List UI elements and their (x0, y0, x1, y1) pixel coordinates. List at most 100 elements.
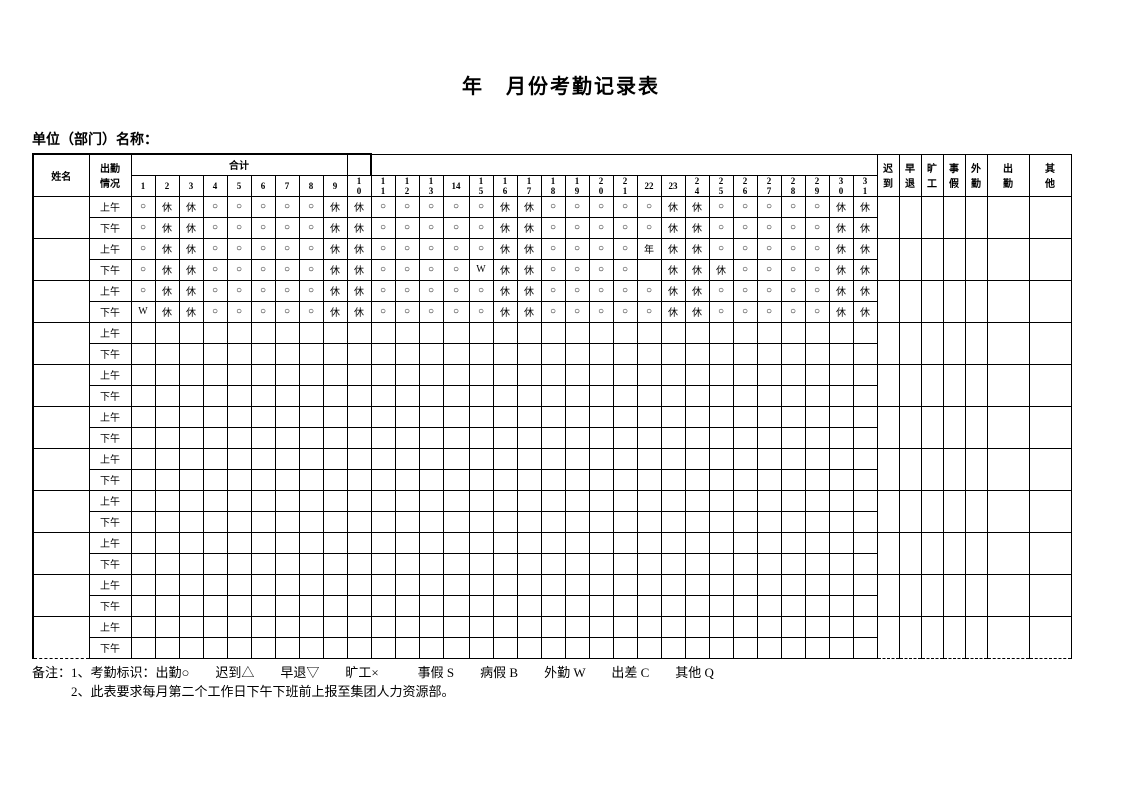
cell-5-pm-13 (419, 427, 443, 448)
cell-9-pm-24 (685, 595, 709, 616)
cell-0-pm-19: ○ (565, 217, 589, 238)
header-day-24: 24 (685, 175, 709, 196)
cell-2-pm-24: 休 (685, 301, 709, 322)
cell-5-pm-25 (709, 427, 733, 448)
cell-2-pm-1: W (131, 301, 155, 322)
cell-4-am-2 (155, 364, 179, 385)
cell-4-pm-5 (227, 385, 251, 406)
cell-1-pm-6: ○ (251, 259, 275, 280)
cell-6-am-16 (493, 448, 517, 469)
cell-4-pm-3 (179, 385, 203, 406)
summary-6-5 (987, 448, 1029, 490)
cell-4-am-1 (131, 364, 155, 385)
cell-1-pm-20: ○ (589, 259, 613, 280)
cell-10-am-7 (275, 616, 299, 637)
cell-0-pm-16: 休 (493, 217, 517, 238)
cell-9-am-29 (805, 574, 829, 595)
cell-8-am-23 (661, 532, 685, 553)
cell-3-am-1 (131, 322, 155, 343)
name-cell-5 (33, 406, 89, 448)
cell-10-pm-25 (709, 637, 733, 658)
cell-10-pm-2 (155, 637, 179, 658)
cell-1-am-2: 休 (155, 238, 179, 259)
cell-4-am-23 (661, 364, 685, 385)
cell-9-am-2 (155, 574, 179, 595)
summary-10-0 (877, 616, 899, 658)
cell-0-pm-29: ○ (805, 217, 829, 238)
cell-1-am-24: 休 (685, 238, 709, 259)
cell-8-am-14 (443, 532, 469, 553)
cell-4-am-26 (733, 364, 757, 385)
summary-10-4 (965, 616, 987, 658)
cell-4-pm-28 (781, 385, 805, 406)
cell-6-pm-28 (781, 469, 805, 490)
cell-1-pm-30: 休 (829, 259, 853, 280)
cell-9-pm-28 (781, 595, 805, 616)
cell-6-am-30 (829, 448, 853, 469)
cell-8-am-12 (395, 532, 419, 553)
cell-3-pm-14 (443, 343, 469, 364)
period-1-pm: 下午 (89, 259, 131, 280)
cell-9-pm-1 (131, 595, 155, 616)
header-day-28: 28 (781, 175, 805, 196)
cell-9-am-7 (275, 574, 299, 595)
cell-9-pm-16 (493, 595, 517, 616)
cell-0-am-11: ○ (371, 196, 395, 217)
cell-5-am-30 (829, 406, 853, 427)
summary-2-0 (877, 280, 899, 322)
cell-6-pm-3 (179, 469, 203, 490)
summary-6-2 (921, 448, 943, 490)
summary-2-6 (1029, 280, 1071, 322)
cell-1-pm-8: ○ (299, 259, 323, 280)
cell-1-am-27: ○ (757, 238, 781, 259)
cell-5-pm-5 (227, 427, 251, 448)
cell-7-am-27 (757, 490, 781, 511)
cell-2-pm-29: ○ (805, 301, 829, 322)
period-5-am: 上午 (89, 406, 131, 427)
cell-2-pm-22: ○ (637, 301, 661, 322)
cell-0-pm-24: 休 (685, 217, 709, 238)
name-cell-3 (33, 322, 89, 364)
cell-8-pm-22 (637, 553, 661, 574)
cell-1-am-25: ○ (709, 238, 733, 259)
cell-8-am-2 (155, 532, 179, 553)
cell-7-pm-16 (493, 511, 517, 532)
cell-5-pm-17 (517, 427, 541, 448)
cell-8-am-1 (131, 532, 155, 553)
cell-2-pm-31: 休 (853, 301, 877, 322)
cell-5-am-8 (299, 406, 323, 427)
cell-3-pm-25 (709, 343, 733, 364)
cell-3-am-4 (203, 322, 227, 343)
cell-10-am-31 (853, 616, 877, 637)
cell-4-pm-23 (661, 385, 685, 406)
cell-5-am-3 (179, 406, 203, 427)
cell-8-am-11 (371, 532, 395, 553)
cell-6-am-7 (275, 448, 299, 469)
cell-8-am-9 (323, 532, 347, 553)
cell-7-pm-10 (347, 511, 371, 532)
cell-9-pm-30 (829, 595, 853, 616)
cell-2-am-10: 休 (347, 280, 371, 301)
summary-4-0 (877, 364, 899, 406)
period-4-pm: 下午 (89, 385, 131, 406)
cell-10-am-9 (323, 616, 347, 637)
cell-4-am-13 (419, 364, 443, 385)
summary-4-1 (899, 364, 921, 406)
cell-7-am-6 (251, 490, 275, 511)
cell-8-pm-15 (469, 553, 493, 574)
cell-8-pm-23 (661, 553, 685, 574)
cell-4-am-11 (371, 364, 395, 385)
cell-9-pm-23 (661, 595, 685, 616)
cell-0-am-19: ○ (565, 196, 589, 217)
cell-1-pm-31: 休 (853, 259, 877, 280)
cell-7-pm-5 (227, 511, 251, 532)
summary-4-4 (965, 364, 987, 406)
header-day-27: 27 (757, 175, 781, 196)
cell-8-am-8 (299, 532, 323, 553)
cell-3-am-16 (493, 322, 517, 343)
cell-0-pm-17: 休 (517, 217, 541, 238)
summary-3-6 (1029, 322, 1071, 364)
cell-7-pm-3 (179, 511, 203, 532)
cell-2-pm-8: ○ (299, 301, 323, 322)
cell-10-pm-7 (275, 637, 299, 658)
